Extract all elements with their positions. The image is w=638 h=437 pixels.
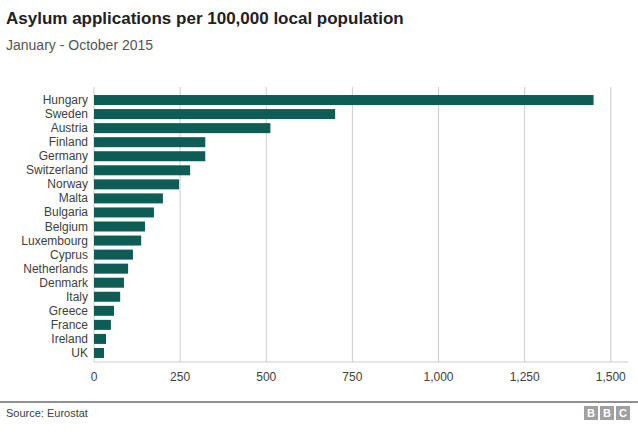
tick-label: 0 — [91, 370, 98, 384]
grid-line — [610, 87, 611, 362]
bar — [94, 250, 133, 260]
tick-label: 1,500 — [596, 370, 626, 384]
logo-box — [584, 406, 598, 420]
category-label: Hungary — [43, 93, 88, 107]
category-label: Greece — [49, 304, 89, 318]
bar — [94, 109, 335, 119]
chart: Asylum applications per 100,000 local po… — [0, 0, 638, 437]
category-label: Bulgaria — [44, 205, 88, 219]
bars — [94, 95, 594, 358]
bar — [94, 236, 141, 246]
grid-line — [524, 87, 525, 362]
category-label: France — [51, 318, 89, 332]
category-label: UK — [71, 346, 88, 360]
bar — [94, 165, 190, 175]
bar — [94, 179, 179, 189]
category-label: Malta — [59, 191, 89, 205]
tick-label: 250 — [170, 370, 190, 384]
category-label: Ireland — [51, 332, 88, 346]
bar — [94, 306, 114, 316]
footer-rule — [0, 402, 638, 403]
tick-label: 750 — [342, 370, 362, 384]
subtitle: January - October 2015 — [6, 37, 153, 53]
tick-label: 1,000 — [424, 370, 454, 384]
category-label: Germany — [39, 149, 88, 163]
bar — [94, 278, 124, 288]
logo-letter: B — [603, 407, 611, 419]
bar — [94, 292, 120, 302]
bar — [94, 348, 104, 358]
bar — [94, 334, 106, 344]
category-label: Switzerland — [26, 163, 88, 177]
bar — [94, 222, 145, 232]
bar — [94, 123, 270, 133]
category-label: Luxembourg — [21, 234, 88, 248]
bar — [94, 320, 111, 330]
grid-line — [438, 87, 439, 362]
logo-letter: C — [619, 407, 627, 419]
logo-box — [616, 406, 630, 420]
category-label: Norway — [47, 177, 88, 191]
bar — [94, 95, 594, 105]
title: Asylum applications per 100,000 local po… — [6, 9, 404, 28]
logo-box — [600, 406, 614, 420]
category-label: Cyprus — [50, 248, 88, 262]
grid — [94, 87, 611, 362]
bar — [94, 264, 128, 274]
category-label: Sweden — [45, 107, 88, 121]
source: Source: Eurostat — [6, 407, 88, 419]
grid-line — [352, 87, 353, 362]
tick-label: 500 — [256, 370, 276, 384]
category-label: Italy — [66, 290, 88, 304]
bar — [94, 137, 205, 147]
bar — [94, 193, 163, 203]
category-label: Netherlands — [23, 262, 88, 276]
category-label: Belgium — [45, 220, 88, 234]
logo-letter: B — [587, 407, 595, 419]
category-label: Denmark — [39, 276, 89, 290]
bar — [94, 207, 154, 217]
bar — [94, 151, 205, 161]
tick-label: 1,250 — [510, 370, 540, 384]
category-label: Austria — [51, 121, 89, 135]
category-label: Finland — [49, 135, 88, 149]
x-axis — [94, 362, 628, 363]
